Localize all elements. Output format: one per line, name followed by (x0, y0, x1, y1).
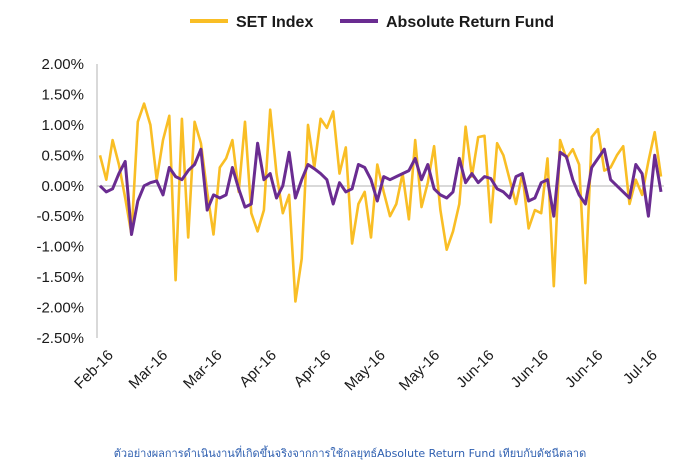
x-tick-labels: Feb-16 Mar-16 Mar-16 Apr-16 Apr-16 May-16 May-… (71, 347, 661, 394)
y-tick-label: -1.50% (36, 269, 84, 286)
y-tick-label: -1.00% (36, 239, 84, 256)
x-tick-label: Apr-16 (291, 347, 335, 391)
x-tick-label: Jun-16 (562, 347, 606, 391)
y-tick-label: -2.50% (36, 330, 84, 347)
line-chart: SET Index Absolute Return Fund 2.00% 1.50… (36, 14, 664, 394)
series-line-set-index (98, 102, 663, 303)
legend-label-absolute-return-fund: Absolute Return Fund (386, 14, 554, 31)
y-tick-label: -0.50% (36, 208, 84, 225)
x-tick-label: Apr-16 (236, 347, 280, 391)
x-tick-label: Jun-16 (453, 347, 497, 391)
y-tick-label: 1.50% (41, 86, 84, 103)
y-tick-label: -2.00% (36, 300, 84, 317)
y-tick-label: 1.00% (41, 117, 84, 134)
x-tick-label: Mar-16 (180, 347, 226, 393)
chart-caption: ตัวอย่างผลการดำเนินงานที่เกิดขึ้นจริงจาก… (113, 447, 587, 460)
x-tick-label: Jul-16 (620, 347, 661, 388)
y-tick-label: 2.00% (41, 56, 84, 73)
x-tick-label: Jun-16 (508, 347, 552, 391)
series-line-absolute-return-fund (98, 141, 663, 236)
x-tick-label: May-16 (341, 347, 388, 394)
legend-label-set-index: SET Index (236, 14, 313, 31)
y-tick-labels: 2.00% 1.50% 1.00% 0.50% 0.00% -0.50% -1.00% -1.… (36, 56, 84, 347)
x-tick-label: Feb-16 (71, 347, 117, 393)
x-tick-label: May-16 (396, 347, 443, 394)
y-tick-label: 0.50% (41, 147, 84, 164)
y-tick-label: 0.00% (41, 178, 84, 195)
series-lines (98, 102, 663, 303)
legend: SET Index Absolute Return Fund (190, 14, 554, 31)
x-tick-label: Mar-16 (126, 347, 172, 393)
